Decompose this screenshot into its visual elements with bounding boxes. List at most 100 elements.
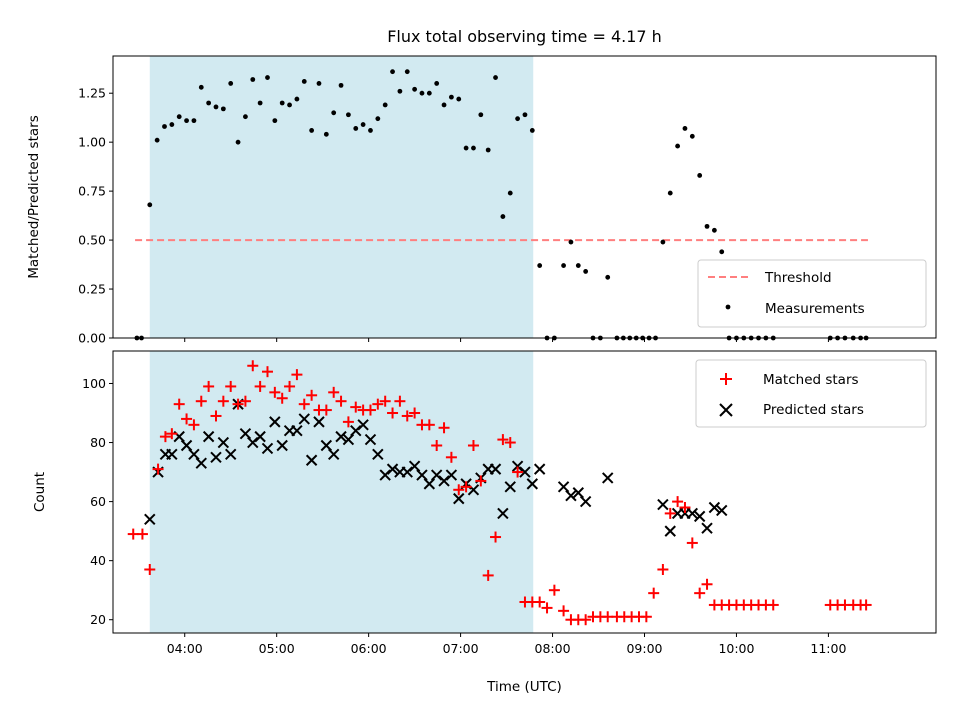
measurement-point [493,75,498,80]
matched-star-point [225,380,237,392]
predicted-star-point [195,457,207,469]
matched-star-point [159,431,171,443]
predicted-star-point [357,419,369,431]
y-tick-label: 100 [82,376,106,391]
measurement-point [404,69,410,75]
matched-star-point [431,439,443,451]
observing-window-span [149,56,534,338]
predicted-star-point [572,487,585,499]
measurement-point [434,81,440,86]
matched-star-point [701,578,713,590]
predicted-star-point [701,522,713,534]
measurement-point [382,102,388,108]
legend-measurements-swatch [725,304,731,310]
y-tick-label: 0.50 [78,233,106,248]
legend-measurements-label: Measurements [765,301,865,317]
count-plot-area [127,360,872,626]
predicted-star-point [401,466,413,478]
predicted-star-point [239,427,252,440]
measurement-point [682,126,688,131]
y-tick-label: 1.25 [78,86,106,101]
matched-star-point [144,564,156,576]
measurement-point [419,90,425,96]
matched-star-point [401,410,413,422]
matched-star-point [602,611,614,623]
x-tick-label: 07:00 [443,641,479,656]
measurement-point [675,143,681,149]
matched-star-point [328,386,340,398]
legend-threshold-label: Threshold [764,270,832,286]
matched-star-point [679,502,691,514]
measurement-point [397,88,403,94]
predicted-star-point [217,436,230,449]
matched-star-point [320,404,332,416]
measurement-point [360,122,366,127]
x-axis-label: Time (UTC) [486,679,562,695]
predicted-star-point [276,439,288,452]
predicted-star-point [202,430,215,443]
matched-star-point [335,395,347,407]
measurement-point [147,202,153,208]
x-tick-label: 08:00 [535,641,571,656]
matched-star-point [475,475,487,487]
predicted-star-point [423,478,436,490]
matched-star-point [490,531,502,543]
y-tick-label: 1.00 [78,135,106,150]
matched-star-point [269,386,281,398]
predicted-star-point [364,433,377,446]
matched-star-point [342,416,354,428]
measurement-point [154,137,160,143]
matched-star-point [372,398,384,410]
measurement-point [478,112,484,118]
matched-star-point [261,366,273,378]
measurement-point [331,110,337,116]
matched-star-point [640,611,652,623]
measurement-point [375,116,381,122]
predicted-star-point [305,454,318,466]
ratio-axes-frame [112,55,937,339]
ratio-y-axis-label: Matched/Predicted stars [26,115,42,278]
measurement-point [220,106,226,112]
count-legend-box [695,359,927,428]
predicted-star-point [602,472,614,484]
matched-star-point [767,599,779,611]
predicted-star-point [708,501,721,514]
predicted-star-point [379,469,391,481]
measurement-point [338,82,344,88]
predicted-star-point [298,413,310,425]
matched-star-point [127,528,139,540]
measurement-point [561,263,566,268]
x-tick-label: 04:00 [167,641,203,656]
matched-star-point [387,407,399,419]
measurement-point [243,114,248,120]
x-tick-label: 09:00 [626,641,662,656]
matched-star-point [136,528,148,540]
y-tick-label: 60 [90,494,106,509]
count-legend: Matched stars Predicted stars [695,359,927,428]
legend-matched-swatch [720,373,732,385]
predicted-star-point [247,436,259,449]
matched-star-point [217,395,229,407]
measurement-point [485,147,491,153]
ratio-x-ticks [184,338,829,342]
legend-matched-label: Matched stars [763,372,859,388]
matched-star-point [580,614,592,626]
x-tick-label: 11:00 [810,641,846,656]
measurement-point [184,118,189,124]
matched-star-point [504,437,516,449]
ratio-plot-area [134,69,869,341]
matched-star-point [648,587,660,599]
matched-star-point [394,395,406,407]
measurement-point [316,81,322,86]
predicted-star-point [386,463,399,475]
measurement-point [191,118,197,124]
measurement-point [500,214,506,219]
matched-star-point [438,422,450,434]
matched-star-point [445,451,457,463]
measurement-point [169,122,175,127]
measurement-point [368,128,373,133]
matched-star-point [686,537,698,549]
predicted-star-point [210,451,222,464]
matched-star-point [284,380,296,392]
predicted-star-point [693,510,706,523]
